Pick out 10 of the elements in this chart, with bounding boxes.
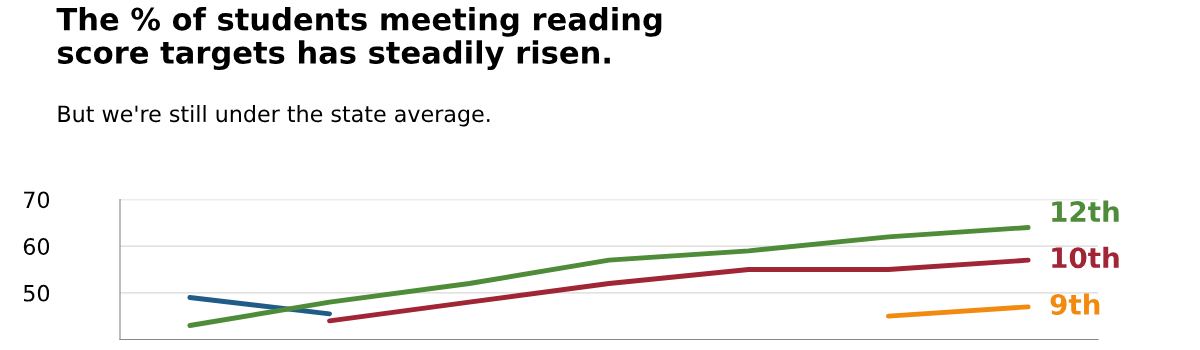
series-label: 9th [1050, 293, 1100, 315]
series-label: 10th [1052, 246, 1119, 269]
y-tick-label: 70 [24, 191, 50, 209]
y-tick-label: 60 [23, 238, 50, 255]
line-series [187, 225, 1031, 328]
line-series [327, 257, 1031, 324]
series-label: 12th [1052, 200, 1119, 222]
chart-subtitle: But we're still under the state average. [58, 105, 490, 127]
y-tick-label: 50 [23, 284, 50, 302]
chart-title: The % of students meeting reading score targets has steadily risen. [56, 7, 662, 71]
